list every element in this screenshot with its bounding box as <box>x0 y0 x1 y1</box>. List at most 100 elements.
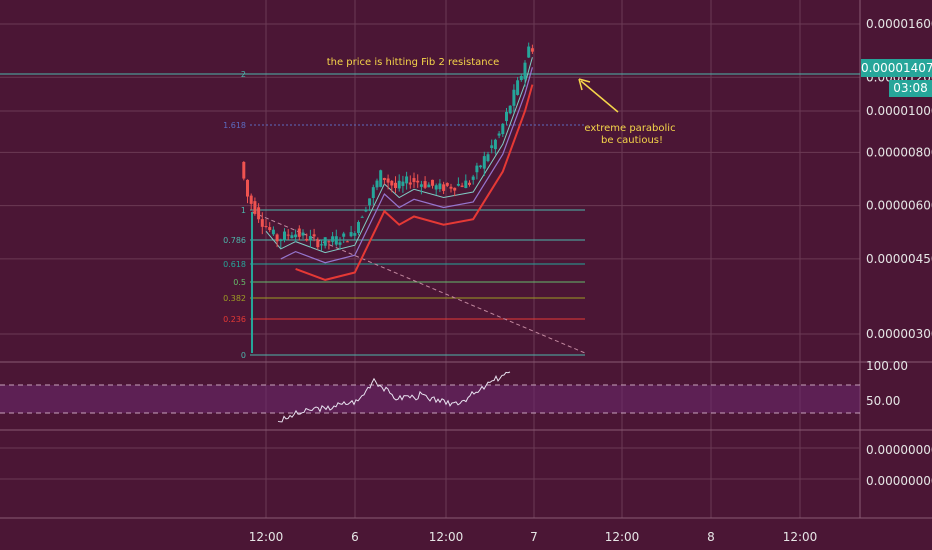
candle-body <box>368 198 371 205</box>
candle-body <box>524 63 527 80</box>
candle-body <box>446 183 449 186</box>
candle-body <box>520 76 523 80</box>
price-tick-label: 0.00000800 <box>866 145 932 159</box>
candle-body <box>435 185 438 189</box>
candle-body <box>416 181 419 183</box>
lower-pane-tick-label: 0.00000000 <box>866 474 932 488</box>
candle-body <box>390 181 393 186</box>
candle-body <box>431 180 434 186</box>
fib-level-label: 0.382 <box>223 294 246 303</box>
candle-body <box>405 176 408 183</box>
candle-body <box>305 239 308 241</box>
lower-pane-tick-label: 0.00000000 <box>866 443 932 457</box>
candle-body <box>472 177 475 180</box>
candle-body <box>265 226 268 227</box>
candle-body <box>487 154 490 161</box>
price-tick-label: 0.00000300 <box>866 327 932 341</box>
candle-body <box>242 162 245 179</box>
candle-body <box>527 47 530 58</box>
annotation-extreme-parabolic: extreme parabolic <box>584 123 675 134</box>
candle-body <box>320 244 323 245</box>
candle-body <box>457 184 460 186</box>
candle-body <box>413 178 416 182</box>
rsi-tick-label: 50.00 <box>866 394 900 408</box>
candle-body <box>276 234 279 241</box>
candle-body <box>427 185 430 188</box>
candle-body <box>483 156 486 169</box>
candle-body <box>376 181 379 188</box>
price-tick-label: 0.00001000 <box>866 104 932 118</box>
candle-body <box>479 166 482 168</box>
candle-body <box>357 222 360 233</box>
candle-body <box>394 183 397 188</box>
countdown-badge: 03:08 <box>889 80 932 97</box>
annotation-be-cautious: be cautious! <box>601 135 663 146</box>
annotation-arrow <box>581 81 618 112</box>
candle-body <box>361 217 364 218</box>
fib-level-label: 0.618 <box>223 260 246 269</box>
candle-body <box>268 227 271 230</box>
candle-body <box>298 229 301 237</box>
price-tick-label: 0.00000600 <box>866 199 932 213</box>
rsi-band <box>0 385 860 413</box>
candle-body <box>494 140 497 149</box>
candle-body <box>505 112 508 121</box>
candle-body <box>364 210 367 212</box>
candle-body <box>246 180 249 197</box>
fib-level-label: 1.618 <box>223 121 246 130</box>
time-tick-label: 7 <box>530 530 538 544</box>
fib-level-label: 0.786 <box>223 236 246 245</box>
candle-body <box>490 145 493 148</box>
candle-body <box>339 242 342 244</box>
candle-body <box>350 232 353 236</box>
price-tick-label: 0.00000450 <box>866 252 932 266</box>
candle-body <box>353 233 356 236</box>
annotation-fib-resistance: the price is hitting Fib 2 resistance <box>327 57 500 68</box>
candle-body <box>257 207 260 219</box>
rsi-tick-label: 100.00 <box>866 359 908 373</box>
candle-body <box>372 187 375 198</box>
candle-body <box>424 181 427 188</box>
candle-body <box>253 201 256 214</box>
candle-body <box>420 184 423 187</box>
candle-body <box>324 237 327 246</box>
candle-body <box>461 186 464 187</box>
candle-body <box>287 235 290 236</box>
candle-body <box>438 184 441 190</box>
candle-body <box>468 183 471 185</box>
time-tick-label: 12:00 <box>783 530 818 544</box>
price-tick-label: 0.00001600 <box>866 17 932 31</box>
candle-body <box>250 196 253 204</box>
candle-body <box>453 188 456 191</box>
candle-body <box>335 236 338 244</box>
candle-body <box>316 240 319 247</box>
candle-body <box>379 170 382 187</box>
candle-body <box>383 178 386 180</box>
time-tick-label: 6 <box>351 530 359 544</box>
fib-level-label: 0.5 <box>233 278 246 287</box>
candle-body <box>512 90 515 106</box>
candle-body <box>272 230 275 235</box>
candle-body <box>401 182 404 186</box>
candle-body <box>302 233 305 236</box>
candle-body <box>342 234 345 237</box>
candle-body <box>346 241 349 242</box>
candle-body <box>327 241 330 242</box>
time-tick-label: 12:00 <box>249 530 284 544</box>
candle-body <box>294 234 297 237</box>
candle-body <box>509 106 512 114</box>
moving-average-purple <box>281 67 533 262</box>
time-tick-label: 12:00 <box>605 530 640 544</box>
candle-body <box>279 239 282 241</box>
candle-body <box>450 187 453 189</box>
candle-body <box>261 219 264 227</box>
candle-body <box>309 236 312 240</box>
fib-level-label: 1 <box>241 206 246 215</box>
candle-body <box>387 179 390 183</box>
time-tick-label: 12:00 <box>429 530 464 544</box>
last-price-badge: 0.00001407 <box>861 59 932 77</box>
candle-body <box>283 232 286 241</box>
candle-body <box>290 235 293 238</box>
candle-body <box>498 134 501 136</box>
